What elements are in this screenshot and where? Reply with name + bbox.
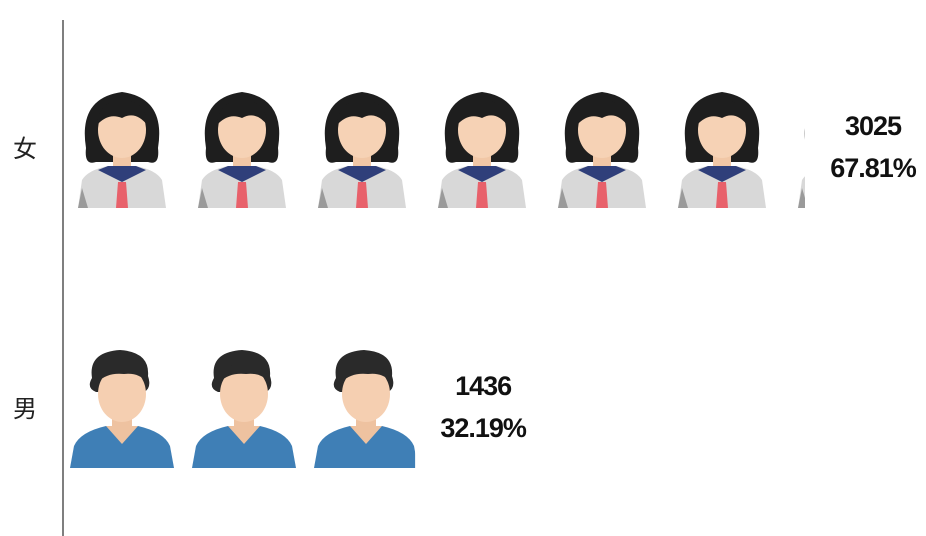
person-icon <box>798 92 886 208</box>
person-icon <box>314 350 418 468</box>
person-icon <box>192 350 296 468</box>
person-icon <box>70 350 174 468</box>
chart: 女 3025 67.81% 男 1436 32.19% <box>0 0 926 536</box>
category-label: 男 <box>13 395 37 423</box>
person-icon <box>198 92 286 208</box>
value-label: 1436 <box>455 371 512 401</box>
person-icon <box>558 92 646 208</box>
share-label: 32.19% <box>440 413 527 443</box>
person-icon <box>318 92 406 208</box>
pictorial-bar <box>78 92 886 208</box>
pictorial-bar <box>70 350 418 468</box>
category-label: 女 <box>13 135 37 163</box>
person-icon <box>78 92 166 208</box>
person-icon <box>678 92 766 208</box>
value-label: 3025 <box>845 111 902 141</box>
person-icon <box>438 92 526 208</box>
share-label: 67.81% <box>830 153 917 183</box>
